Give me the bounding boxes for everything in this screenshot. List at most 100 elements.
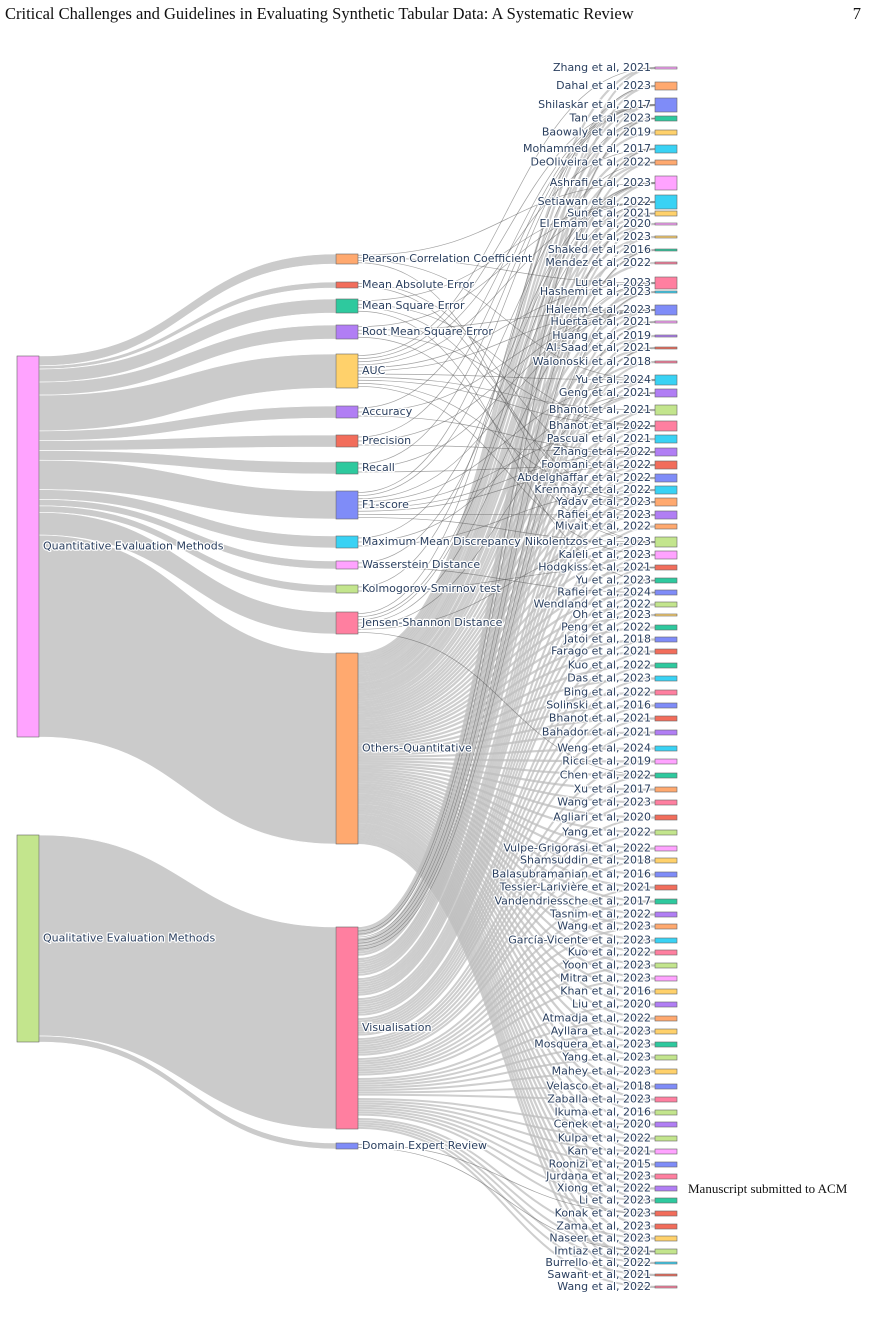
metric-label: Accuracy — [362, 405, 413, 418]
paper-node — [654, 1109, 678, 1116]
paper-link-13-78 — [357, 816, 656, 1140]
paper-node — [654, 1054, 678, 1061]
metric-label: Others-Quantitative — [362, 742, 472, 755]
paper-link-12-7 — [357, 182, 656, 618]
paper-link-13-55 — [357, 768, 656, 834]
running-head: Critical Challenges and Guidelines in Ev… — [5, 4, 867, 26]
metric-node — [335, 490, 359, 520]
paper-link-14-30 — [357, 501, 656, 996]
diagram-nodes — [16, 66, 678, 1289]
paper-label: Farago et al, 2021 — [551, 645, 651, 658]
paper-label: Shilaskar et al, 2017 — [538, 98, 651, 111]
paper-node — [654, 949, 678, 956]
metric-node — [335, 611, 359, 635]
paper-link-13-41 — [357, 638, 656, 742]
paper-link-13-51 — [357, 759, 656, 777]
paper-label: Vulpe-Grigorasi et al, 2022 — [503, 842, 651, 855]
metric-label: Mean Absolute Error — [362, 278, 474, 291]
paper-node — [654, 745, 678, 752]
paper-label: Vandendriessche et al, 2017 — [494, 895, 651, 908]
metric-label: Recall — [362, 461, 395, 474]
paper-link-14-34 — [357, 554, 656, 1005]
paper-link-6-2 — [357, 104, 656, 438]
paper-label: Tessier-Larivière et al, 2021 — [499, 881, 651, 894]
paper-link-13-68 — [357, 795, 656, 1006]
paper-label: Weng et al, 2024 — [557, 742, 651, 755]
paper-label: Tasnim et al, 2022 — [549, 908, 651, 921]
paper-link-13-62 — [357, 783, 656, 928]
paper-link-12-1 — [357, 85, 656, 614]
paper-link-13-61 — [357, 780, 656, 916]
paper-link-4-30 — [357, 383, 656, 503]
category-metric-links — [38, 253, 337, 1150]
paper-label: Xu et al, 2017 — [574, 783, 651, 796]
paper-link-13-1 — [357, 84, 656, 658]
paper-label: Abdelghaffar et al, 2022 — [517, 471, 651, 484]
paper-link-13-11 — [357, 235, 656, 679]
paper-label: Bahador et al, 2021 — [542, 726, 651, 739]
paper-link-13-22 — [357, 391, 656, 702]
paper-node — [654, 975, 678, 982]
paper-node — [654, 447, 678, 457]
page-number: 7 — [852, 4, 861, 23]
paper-link-13-66 — [357, 791, 656, 980]
paper-link-14-87 — [357, 1120, 656, 1253]
paper-link-13-76 — [357, 812, 656, 1114]
metric-node — [335, 281, 359, 289]
paper-node — [654, 564, 678, 571]
metric-node — [335, 353, 359, 389]
paper-label: Zaballa et al, 2023 — [547, 1093, 651, 1106]
paper-label: Kan et al, 2021 — [567, 1145, 651, 1158]
paper-link-13-9 — [357, 212, 656, 675]
paper-link-14-73 — [357, 1070, 656, 1092]
paper-link-13-67 — [357, 793, 656, 993]
paper-node — [654, 1273, 678, 1277]
paper-label: Mivait et al, 2022 — [555, 520, 651, 533]
paper-label: DeOliveira et al, 2022 — [531, 156, 651, 169]
paper-label: Setiawan et al, 2022 — [538, 195, 651, 208]
paper-node — [654, 937, 678, 944]
paper-label: Cenek et al, 2020 — [554, 1118, 651, 1131]
metric-node — [335, 560, 359, 570]
metric-label: AUC — [362, 364, 386, 377]
metric-node — [335, 652, 359, 845]
paper-link-14-27 — [357, 464, 656, 990]
paper-label: Jurdana et al, 2023 — [545, 1170, 651, 1183]
paper-link-13-90 — [357, 841, 656, 1289]
paper-link-13-83 — [357, 827, 656, 1202]
paper-label: Yang et al, 2022 — [561, 826, 651, 839]
paper-link-13-46 — [357, 704, 656, 752]
paper-link-14-3 — [357, 118, 656, 932]
paper-link-14-38 — [357, 603, 656, 1014]
paper-label: Wendland et al, 2022 — [533, 598, 651, 611]
paper-node — [654, 636, 678, 643]
paper-link-4-21 — [357, 373, 656, 381]
paper-label: Wang et al, 2023 — [557, 920, 651, 933]
paper-node — [654, 388, 678, 398]
paper-link-13-16 — [357, 308, 656, 689]
paper-label: Rafiei et al, 2024 — [557, 586, 651, 599]
paper-link-13-74 — [357, 808, 656, 1088]
paper-link-13-47 — [357, 717, 656, 754]
paper-label: El Emam et al, 2020 — [540, 217, 651, 230]
paper-link-3-24 — [357, 333, 656, 427]
paper-label: Bhanot et al, 2021 — [549, 403, 651, 416]
paper-link-12-22 — [357, 392, 656, 627]
paper-link-7-27 — [357, 464, 656, 473]
paper-link-13-89 — [357, 839, 656, 1277]
paper-link-14-17 — [357, 321, 656, 967]
paper-node — [654, 304, 678, 316]
paper-link-6-16 — [357, 309, 656, 442]
metric-label: Root Mean Square Error — [362, 325, 493, 338]
paper-link-13-24 — [357, 424, 656, 706]
paper-node — [654, 485, 678, 495]
paper-label: Foomani et al, 2022 — [541, 458, 651, 471]
paper-label: Ashrafi et al, 2023 — [550, 176, 651, 189]
paper-link-13-44 — [357, 677, 656, 748]
paper-link-12-51 — [357, 632, 656, 776]
paper-node — [654, 845, 678, 852]
paper-label: Nikolentzos et al, 2023 — [525, 535, 651, 548]
paper-node — [654, 1223, 678, 1230]
paper-link-13-49 — [357, 747, 656, 758]
paper-link-13-81 — [357, 822, 656, 1178]
